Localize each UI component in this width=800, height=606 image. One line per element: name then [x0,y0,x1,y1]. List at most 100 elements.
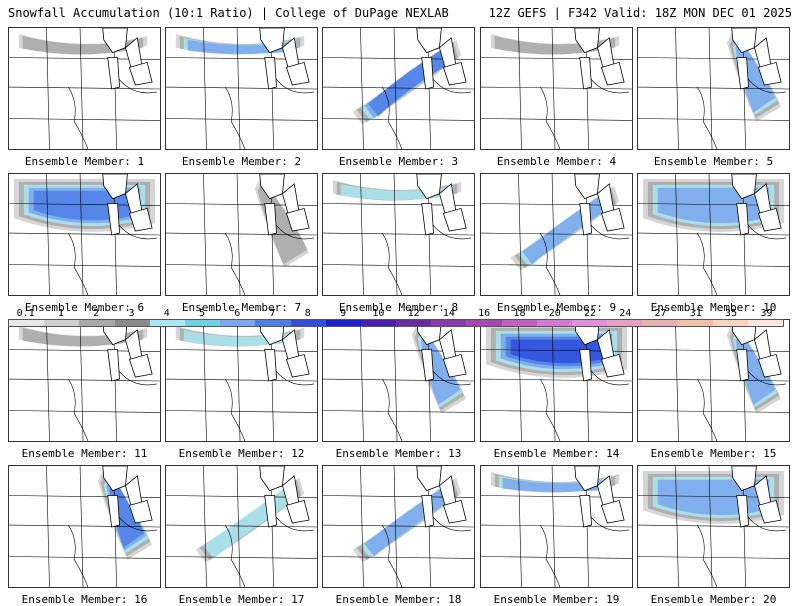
snowfall-map [323,174,474,295]
ensemble-member-label: Ensemble Member: 2 [181,155,302,168]
color-scale-tick-label: 39 [760,308,773,319]
ensemble-member-label: Ensemble Member: 4 [496,155,617,168]
color-scale-swatch [44,320,80,326]
snowfall-map [166,174,317,295]
ensemble-map-panel [322,173,475,296]
ensemble-member-label: Ensemble Member: 15 [650,447,777,460]
color-scale-swatch [466,320,502,326]
ensemble-map-panel [8,319,161,442]
ensemble-map-panel [480,319,633,442]
color-scale-swatch [536,320,572,326]
snowfall-map [166,28,317,149]
color-scale-legend: 0.1 1 2 3 4 5 6 7 8 9 10 12 14 16 18 20 22 24 27 31 35 39 [8,308,784,330]
color-scale-tick-label: 12 [407,308,420,319]
color-scale-swatch [572,320,608,326]
color-scale-swatch [396,320,432,326]
color-scale-swatch [325,320,361,326]
color-scale-tick-label: 20 [548,308,561,319]
snowfall-map [638,320,789,441]
snowfall-map [9,174,160,295]
color-scale-swatch [501,320,537,326]
color-scale-tick-label: 2 [93,308,100,319]
ensemble-map-panel [8,27,161,150]
color-scale-tick-label: 0.1 [16,308,35,319]
ensemble-map-panel [480,27,633,150]
color-scale-swatch [255,320,291,326]
snowfall-map [9,466,160,587]
snowfall-map [481,174,632,295]
ensemble-member-label: Ensemble Member: 7 [181,301,302,314]
ensemble-member-label: Ensemble Member: 10 [650,301,777,314]
ensemble-map-panel [8,465,161,588]
color-scale-tick-label: 14 [442,308,455,319]
snowfall-map [481,320,632,441]
color-scale-swatch [149,320,185,326]
color-scale-tick-label: 7 [269,308,276,319]
color-scale-tick-label: 3 [128,308,135,319]
color-scale-tick-label: 27 [654,308,667,319]
color-scale-labels: 0.1 1 2 3 4 5 6 7 8 9 10 12 14 16 18 20 22 24 27 31 35 39 [8,308,784,319]
ensemble-map-panel [165,173,318,296]
color-scale-swatch [712,320,748,326]
ensemble-map-panel [480,465,633,588]
ensemble-map-panel [637,173,790,296]
snowfall-map [638,28,789,149]
ensemble-map-panel [637,27,790,150]
ensemble-member-label: Ensemble Member: 13 [335,447,462,460]
color-scale-tick-label: 22 [583,308,597,319]
color-scale-swatch [184,320,221,326]
ensemble-map-panel [165,319,318,442]
color-scale-tick-label: 18 [513,308,526,319]
snowfall-map [166,320,317,441]
snowfall-map [481,466,632,587]
ensemble-member-label: Ensemble Member: 14 [493,447,620,460]
color-scale-swatch [9,320,45,326]
color-scale-tick-label: 24 [619,308,632,319]
ensemble-member-label: Ensemble Member: 3 [338,155,459,168]
ensemble-map-panel [8,173,161,296]
ensemble-map-panel [322,319,475,442]
color-scale-swatch [220,320,256,326]
ensemble-map-panel [165,465,318,588]
ensemble-member-label: Ensemble Member: 1 [24,155,145,168]
color-scale-swatch [79,320,115,326]
color-scale-tick-label: 1 [57,308,64,319]
color-scale-tick-label: 16 [478,308,491,319]
color-scale-swatch [360,320,397,326]
color-scale-bar [8,319,784,327]
ensemble-map-panel [637,465,790,588]
ensemble-map-panel [480,173,633,296]
color-scale-tick-label: 35 [725,308,738,319]
model-run-info: 12Z GEFS | F342 Valid: 18Z MON DEC 01 20… [488,6,792,20]
snowfall-map [9,320,160,441]
ensemble-member-label: Ensemble Member: 11 [21,447,148,460]
ensemble-member-label: Ensemble Member: 9 [496,301,617,314]
color-scale-swatch [747,320,784,326]
color-scale-tick-label: 10 [372,308,385,319]
ensemble-member-label: Ensemble Member: 12 [178,447,305,460]
ensemble-map-panel [322,465,475,588]
ensemble-member-label: Ensemble Member: 8 [338,301,459,314]
color-scale-swatch [114,320,150,326]
snowfall-map [638,466,789,587]
color-scale-swatch [607,320,643,326]
snowfall-map [9,28,160,149]
color-scale-tick-label: 9 [340,308,347,319]
color-scale-swatch [677,320,713,326]
ensemble-member-label: Ensemble Member: 6 [24,301,145,314]
color-scale-swatch [642,320,678,326]
snowfall-map [166,466,317,587]
color-scale-swatch [431,320,467,326]
ensemble-map-panel [322,27,475,150]
snowfall-map [323,466,474,587]
color-scale-tick-label: 31 [689,308,702,319]
snowfall-map [638,174,789,295]
ensemble-map-panel [165,27,318,150]
map-title: Snowfall Accumulation (10:1 Ratio) | Col… [8,6,449,20]
ensemble-map-panel [637,319,790,442]
snowfall-map [481,28,632,149]
color-scale-tick-label: 6 [234,308,241,319]
color-scale-swatch [290,320,326,326]
snowfall-map [323,28,474,149]
snowfall-map [323,320,474,441]
